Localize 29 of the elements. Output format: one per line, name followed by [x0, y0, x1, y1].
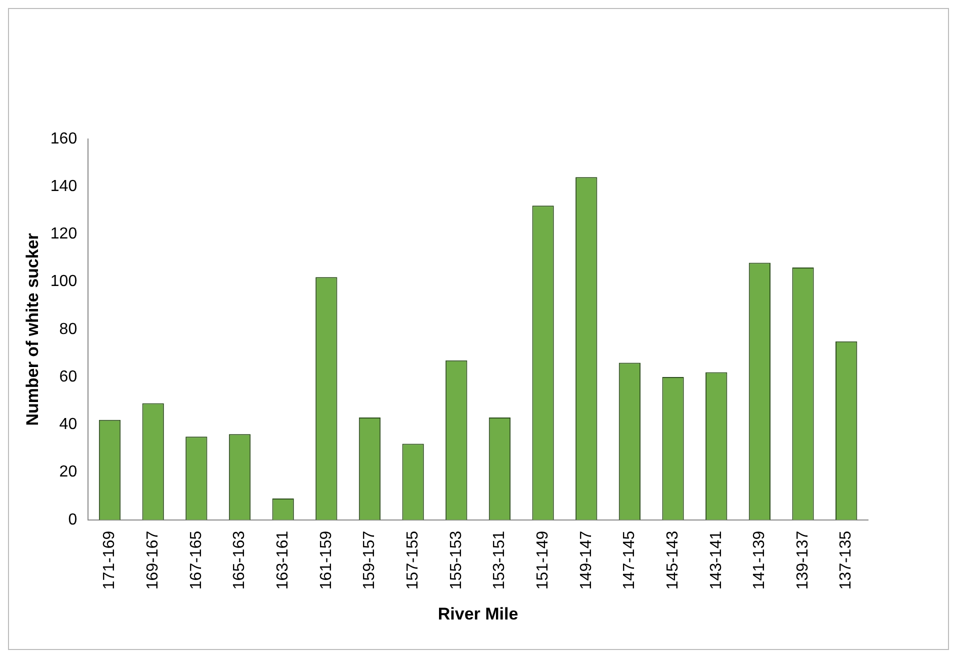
y-tick-label: 20 — [59, 464, 78, 481]
x-tick-label: 169-167 — [144, 530, 162, 590]
x-tick-label: 161-159 — [318, 530, 335, 590]
y-tick-label: 100 — [50, 273, 78, 290]
x-tick-label: 167-165 — [188, 530, 205, 590]
x-tick-label: 149-147 — [578, 530, 595, 590]
x-tick-label: 157-155 — [404, 530, 422, 590]
x-tick-label: 165-163 — [231, 530, 248, 590]
x-tick-label: 153-151 — [491, 530, 508, 590]
y-tick-label: 160 — [50, 130, 78, 148]
y-tick-label: 140 — [50, 178, 78, 196]
x-tick-label: 155-153 — [448, 530, 465, 590]
y-tick-label: 40 — [59, 416, 78, 434]
y-tick-label: 60 — [59, 368, 78, 386]
y-tick-label: 120 — [50, 226, 78, 243]
x-tick-label: 147-145 — [621, 530, 638, 590]
x-tick-label: 137-135 — [838, 530, 855, 590]
y-axis-title: Number of white sucker — [22, 232, 42, 426]
x-axis-title: River Mile — [438, 604, 518, 624]
x-tick-label: 171-169 — [101, 530, 118, 590]
x-tick-label: 151-149 — [534, 530, 552, 590]
x-tick-label: 143-141 — [708, 530, 725, 590]
x-tick-label: 141-139 — [751, 530, 768, 590]
x-tick-label: 163-161 — [274, 530, 292, 590]
x-tick-label: 145-143 — [664, 530, 682, 590]
x-tick-label: 159-157 — [361, 530, 378, 590]
y-tick-label: 80 — [59, 320, 78, 338]
x-tick-label: 139-137 — [794, 530, 812, 590]
y-tick-label: 0 — [68, 511, 78, 528]
